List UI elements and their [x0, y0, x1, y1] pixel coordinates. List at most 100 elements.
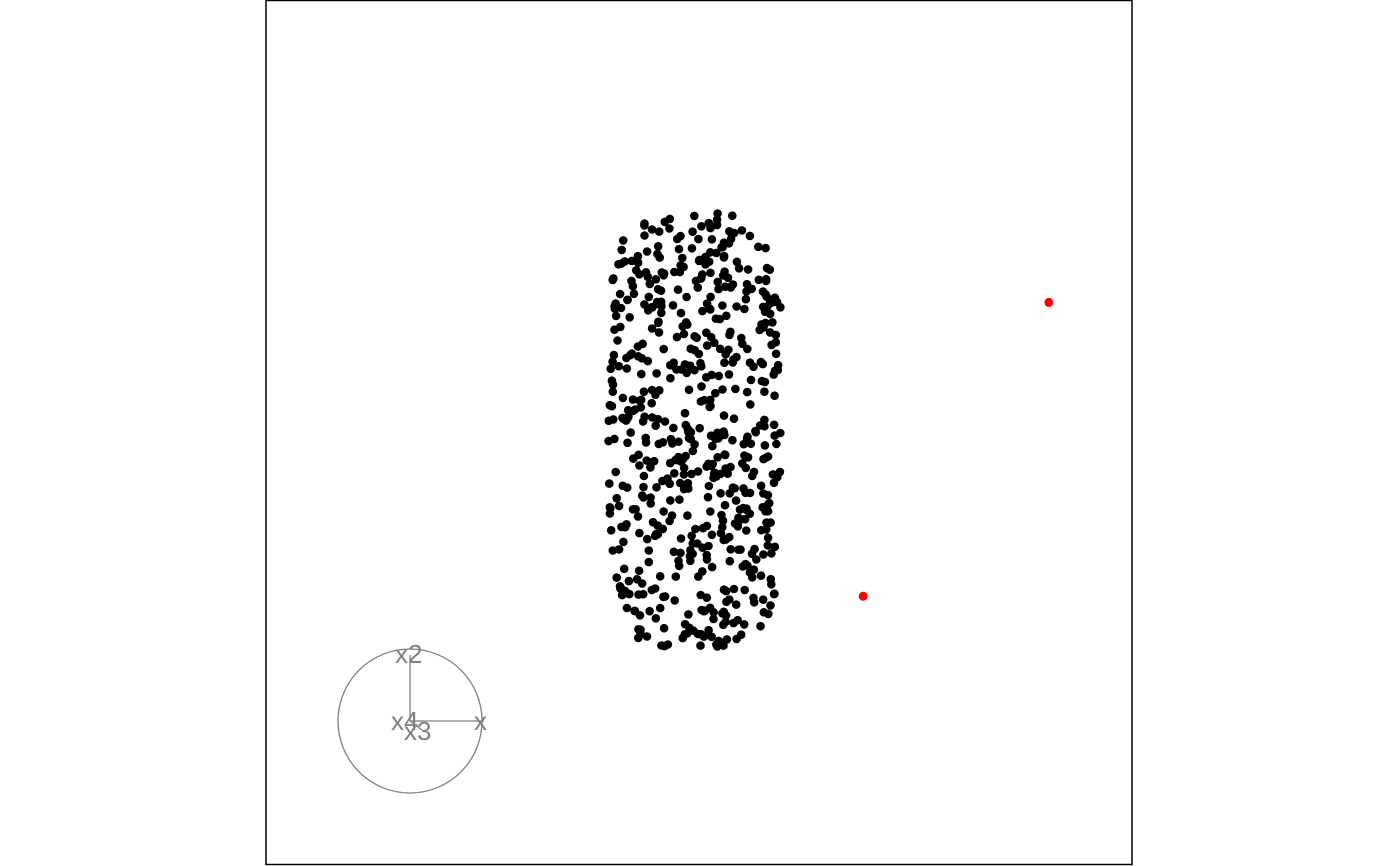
data-point: [610, 434, 619, 444]
data-point: [694, 234, 703, 244]
data-point: [726, 545, 735, 554]
data-point: [630, 405, 640, 414]
data-point: [754, 242, 763, 252]
data-point: [740, 585, 749, 595]
data-point: [642, 534, 652, 544]
data-point: [619, 537, 628, 547]
data-point: [608, 357, 617, 367]
data-point: [702, 341, 712, 350]
data-point: [724, 345, 733, 355]
data-point: [742, 505, 751, 515]
data-point: [682, 368, 691, 378]
data-point: [719, 411, 729, 420]
data-point: [679, 329, 689, 339]
data-point: [718, 522, 727, 532]
data-point: [739, 439, 748, 449]
data-point: [694, 349, 704, 359]
data-point: [615, 289, 625, 299]
data-point: [678, 253, 687, 263]
data-point: [637, 579, 647, 588]
data-point: [659, 623, 669, 633]
data-point: [619, 564, 629, 574]
data-point: [626, 350, 635, 360]
data-point: [709, 469, 719, 479]
data-point: [769, 370, 778, 379]
data-point: [743, 265, 753, 274]
data-point: [646, 463, 655, 472]
data-point: [618, 236, 628, 245]
data-point: [698, 270, 707, 279]
data-point: [749, 593, 758, 603]
data-point: [726, 327, 735, 337]
data-point: [720, 282, 730, 292]
data-point: [691, 276, 701, 286]
data-point: [634, 450, 643, 460]
data-point: [642, 632, 652, 641]
axis-label-x3: x3: [404, 716, 431, 746]
data-point: [771, 330, 781, 340]
data-point: [669, 358, 678, 368]
data-point: [635, 461, 644, 470]
data-point: [704, 459, 713, 469]
data-point: [738, 562, 748, 571]
data-point: [622, 603, 632, 613]
data-point: [731, 600, 741, 609]
data-point: [702, 373, 711, 382]
data-point: [714, 284, 723, 294]
data-point: [640, 231, 649, 240]
data-point: [716, 489, 725, 498]
data-point: [606, 526, 616, 535]
data-point: [696, 641, 705, 650]
data-point: [756, 481, 766, 491]
data-point: [706, 268, 715, 278]
data-point: [635, 396, 644, 405]
data-point: [684, 610, 693, 619]
data-point: [749, 362, 758, 372]
data-point: [680, 360, 690, 369]
data-point: [659, 507, 668, 516]
data-point: [731, 496, 741, 505]
data-point: [747, 549, 757, 559]
data-point: [734, 517, 743, 526]
data-point: [746, 375, 756, 385]
data-point: [687, 531, 696, 541]
data-point: [651, 421, 660, 431]
data-point: [736, 545, 745, 554]
data-point: [676, 534, 686, 543]
data-point: [609, 415, 618, 424]
data-point: [740, 451, 749, 460]
data-point: [669, 423, 678, 433]
data-point: [759, 454, 768, 464]
data-point: [732, 302, 741, 311]
data-point: [651, 614, 661, 623]
data-point: [720, 500, 730, 510]
highlighted-point: [1044, 297, 1054, 307]
data-point: [707, 632, 716, 642]
data-point: [672, 365, 681, 374]
data-point: [615, 582, 625, 591]
data-point: [617, 245, 626, 255]
data-point: [643, 272, 653, 282]
data-point: [680, 408, 690, 418]
data-point: [679, 470, 689, 479]
data-point: [757, 376, 767, 386]
data-point: [708, 441, 717, 451]
data-point: [691, 524, 700, 534]
data-point: [771, 349, 781, 359]
data-point: [702, 555, 712, 564]
data-point: [749, 565, 759, 574]
data-point: [659, 344, 668, 354]
data-point: [640, 412, 649, 422]
data-point: [642, 247, 652, 256]
data-point: [770, 542, 780, 552]
data-point: [697, 382, 706, 391]
data-point: [738, 339, 747, 349]
data-point: [620, 522, 630, 532]
data-point: [650, 531, 660, 541]
data-point: [719, 620, 728, 630]
data-point: [706, 305, 715, 314]
data-point: [770, 431, 779, 440]
data-point: [643, 356, 653, 366]
data-point: [709, 614, 718, 624]
data-point: [706, 223, 715, 233]
